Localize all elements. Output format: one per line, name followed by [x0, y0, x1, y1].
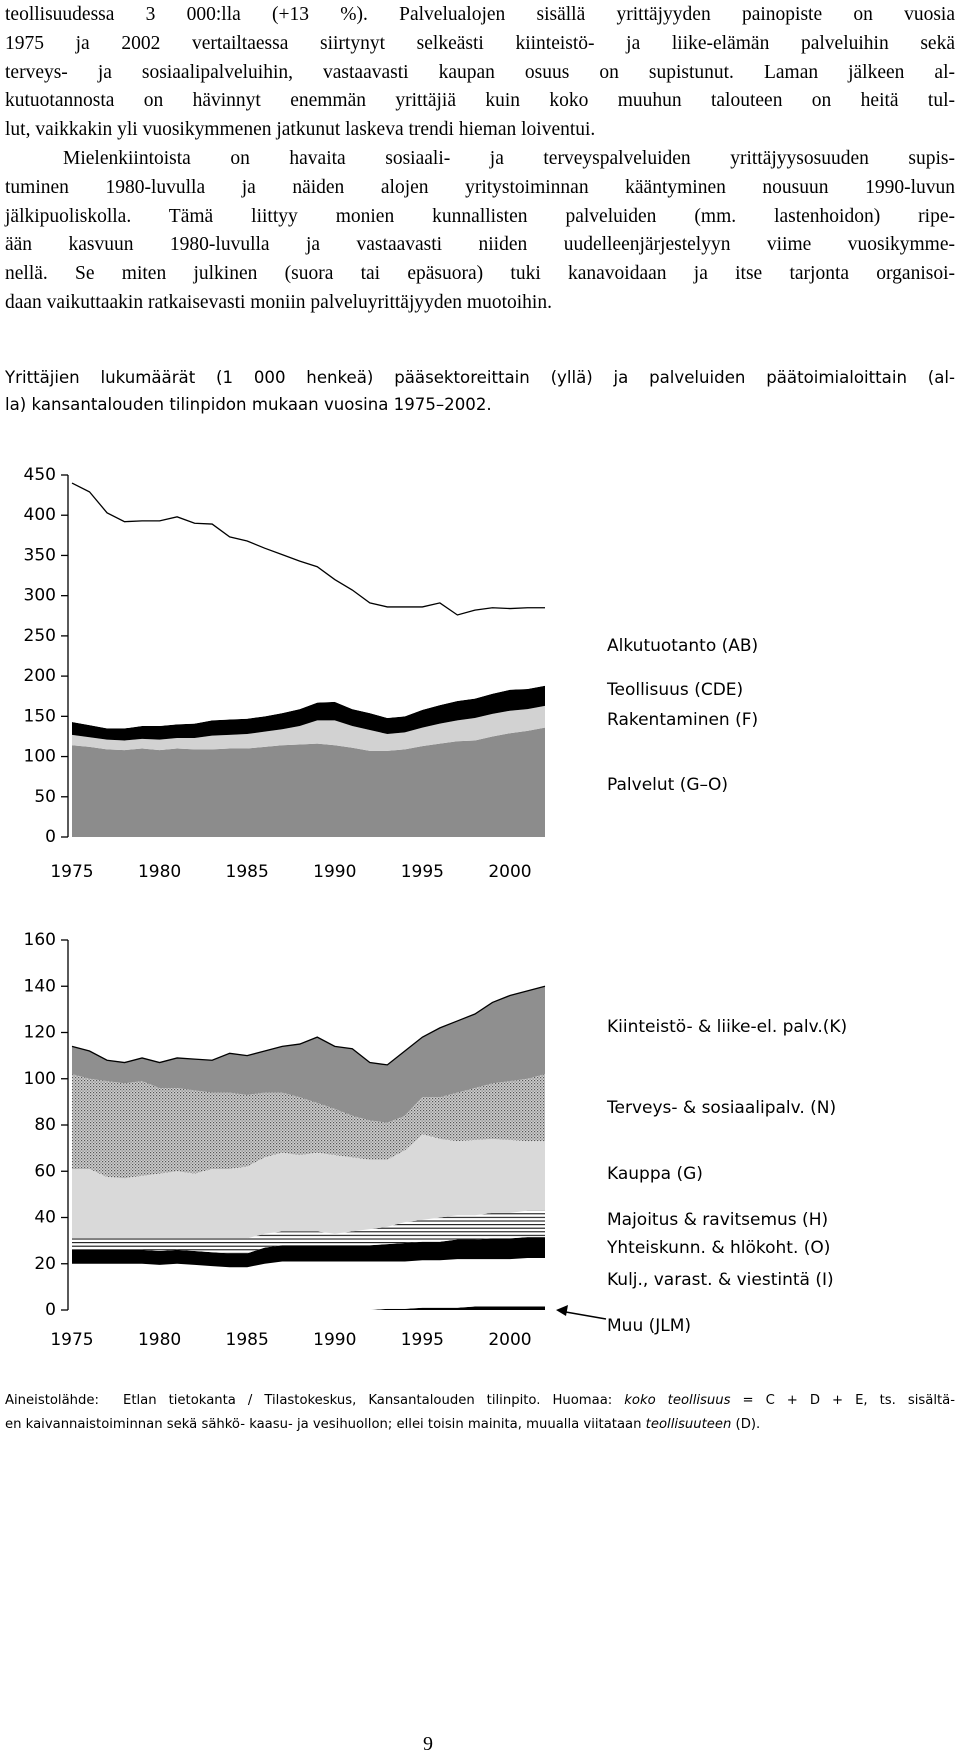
arrow	[559, 1310, 607, 1320]
y-tick-label: 60	[34, 1161, 56, 1181]
x-tick-label: 1985	[226, 862, 269, 882]
x-tick-label: 1975	[50, 1330, 93, 1350]
y-tick-label: 300	[24, 586, 56, 606]
legend-label: Yhteiskunn. & hlökoht. (O)	[606, 1238, 830, 1258]
x-tick-label: 1980	[138, 1330, 181, 1350]
caption: la) kansantalouden tilinpidon mukaan vuo…	[5, 395, 492, 414]
footnote-text: (D).	[731, 1417, 761, 1432]
area	[72, 685, 545, 741]
area	[72, 1210, 545, 1254]
text-line: ään kasvuun 1980-luvulla ja vastaavasti …	[5, 234, 955, 256]
text-line: nellä. Se miten julkinen (suora tai epäs…	[5, 263, 955, 285]
area	[72, 1306, 545, 1310]
footnote-text: Aineistolähde: Etlan tietokanta / Tilast…	[5, 1393, 625, 1408]
x-tick-label: 1985	[226, 1330, 269, 1350]
y-tick-label: 450	[24, 465, 56, 485]
y-tick-label: 150	[24, 706, 56, 726]
y-tick-label: 160	[24, 930, 56, 950]
footnote-text: en kaivannaistoiminnan sekä sähkö- kaasu…	[5, 1417, 646, 1432]
x-tick-label: 1975	[50, 862, 93, 882]
outline	[71, 985, 546, 1066]
text-line: teollisuudessa 3 000:lla (+13 %). Palvel…	[5, 4, 955, 25]
area	[72, 1134, 545, 1239]
legend-label: Kiinteistö- & liike-el. palv.(K)	[607, 1017, 847, 1037]
legend-label: Kulj., varast. & viestintä (I)	[607, 1270, 834, 1290]
footnote-emphasis: teollisuuteen	[645, 1417, 732, 1432]
x-tick-label: 1990	[313, 1330, 356, 1350]
area	[72, 1257, 545, 1310]
legend-label: Alkutuotanto (AB)	[607, 636, 758, 656]
text-line: daan vaikuttaakin ratkaisevasti moniin p…	[5, 292, 552, 313]
footnote-text: = C + D + E, ts. sisältä-	[730, 1393, 956, 1408]
legend-label: Terveys- & sosiaalipalv. (N)	[606, 1098, 836, 1118]
legend-label: Teollisuus (CDE)	[606, 680, 743, 700]
legend-label: Majoitus & ravitsemus (H)	[607, 1210, 828, 1230]
x-tick-label: 1995	[401, 1330, 444, 1350]
y-tick-label: 350	[24, 545, 56, 565]
legend-label: Kauppa (G)	[607, 1164, 703, 1184]
area	[72, 1074, 545, 1179]
y-tick-label: 140	[24, 976, 56, 996]
footnote: en kaivannaistoiminnan sekä sähkö- kaasu…	[5, 1417, 955, 1432]
text-line: 1975 ja 2002 vertailtaessa siirtynyt sel…	[5, 32, 955, 54]
x-tick-label: 2000	[488, 1330, 531, 1350]
area	[72, 986, 545, 1123]
x-tick-label: 1995	[401, 862, 444, 882]
area	[72, 727, 545, 837]
text-line: jälkipuoliskolla. Tämä liittyy monien ku…	[5, 205, 955, 227]
area	[72, 483, 545, 729]
x-tick-label: 1990	[313, 862, 356, 882]
legend-label: Rakentaminen (F)	[607, 710, 758, 730]
legend-label: Muu (JLM)	[607, 1316, 691, 1336]
text-line: kutuotannosta on hävinnyt enemmän yrittä…	[5, 90, 955, 112]
y-tick-label: 250	[24, 626, 56, 646]
y-tick-label: 120	[24, 1023, 56, 1043]
caption: Yrittäjien lukumäärät (1 000 henkeä) pää…	[5, 368, 955, 387]
footnote-emphasis: koko teollisuus	[624, 1393, 731, 1408]
arrow-head	[556, 1305, 568, 1316]
text-line: Mielenkiintoista on havaita sosiaali- ja…	[63, 148, 955, 169]
y-tick-label: 100	[24, 1069, 56, 1089]
y-tick-label: 100	[24, 747, 56, 767]
text-line: tuminen 1980-luvulla ja näiden alojen yr…	[5, 176, 955, 198]
y-tick-label: 0	[45, 1300, 56, 1320]
legend-label: Palvelut (G–O)	[607, 775, 728, 795]
footnote: Aineistolähde: Etlan tietokanta / Tilast…	[5, 1393, 955, 1408]
text-line: lut, vaikkakin yli vuosikymmenen jatkunu…	[5, 119, 596, 141]
x-tick-label: 2000	[488, 862, 531, 882]
y-tick-label: 80	[34, 1115, 56, 1135]
x-tick-label: 1980	[138, 862, 181, 882]
text-line: terveys- ja sosiaalipalveluihin, vastaav…	[5, 61, 955, 83]
y-tick-label: 200	[24, 666, 56, 686]
y-tick-label: 20	[34, 1254, 56, 1274]
page-number: 9	[423, 1733, 433, 1755]
outline	[71, 482, 545, 616]
area	[72, 1237, 545, 1268]
y-tick-label: 400	[24, 505, 56, 525]
y-tick-label: 0	[45, 827, 56, 847]
y-tick-label: 50	[34, 787, 56, 807]
area	[72, 705, 545, 751]
y-tick-label: 40	[34, 1208, 56, 1228]
